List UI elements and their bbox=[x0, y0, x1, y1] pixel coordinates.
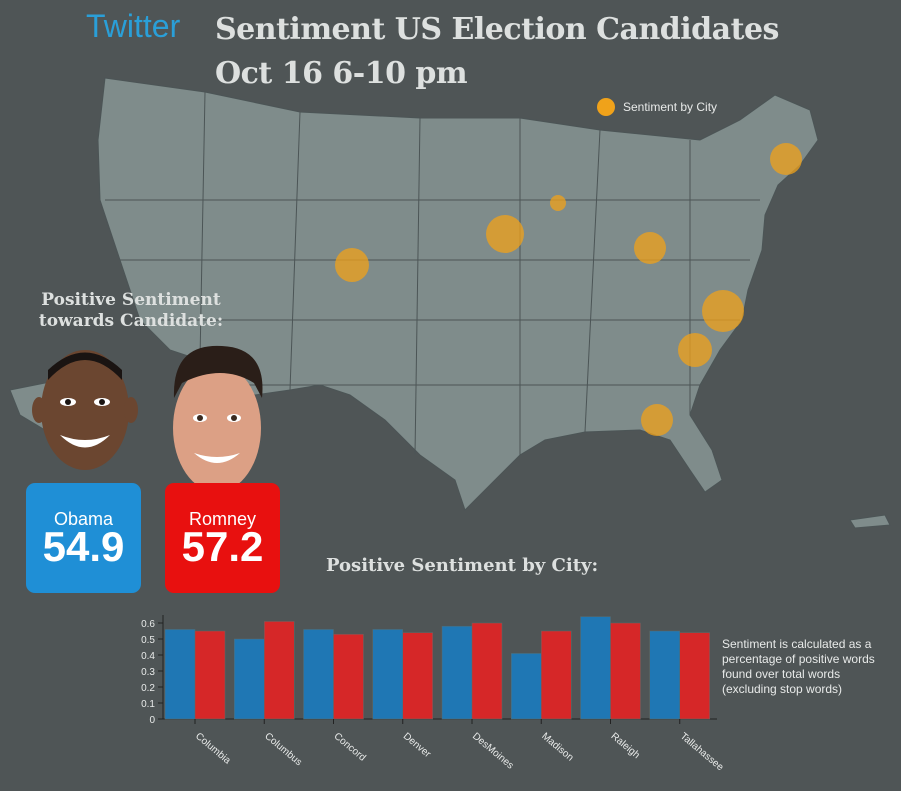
city-sentiment-chart: 0 0.1 0.2 0.3 0.4 0.5 0.6 Columbia Columbus Conco… bbox=[141, 615, 726, 774]
obama-score-card: Obama 54.9 bbox=[26, 483, 141, 593]
x-tick-label: DesMoines bbox=[470, 731, 515, 772]
obama-score: 54.9 bbox=[42, 523, 125, 570]
bar-obama-madison bbox=[511, 653, 542, 720]
florida-keys-shape bbox=[849, 514, 891, 529]
bar-obama-columbus bbox=[234, 638, 265, 720]
x-tick-label: Columbia bbox=[193, 731, 233, 767]
bar-romney-raleigh bbox=[610, 622, 641, 720]
bar-romney-concord bbox=[333, 633, 364, 720]
candidate-sentiment-heading: Positive Sentiment towards Candidate: bbox=[38, 290, 224, 331]
y-tick-label: 0.4 bbox=[141, 651, 155, 662]
bar-obama-denver bbox=[372, 629, 403, 720]
bar-romney-columbia bbox=[194, 630, 226, 720]
y-tick-label: 0.6 bbox=[141, 619, 155, 630]
bubble-columbia bbox=[678, 333, 712, 367]
legend-swatch bbox=[597, 98, 615, 116]
bubble-madison bbox=[550, 195, 566, 211]
bubble-tallahassee bbox=[641, 404, 673, 436]
bar-obama-columbia bbox=[164, 629, 196, 720]
y-tick-label: 0.3 bbox=[141, 667, 155, 678]
x-tick-label: Denver bbox=[401, 731, 433, 761]
bar-romney-denver bbox=[402, 632, 433, 720]
legend-label: Sentiment by City bbox=[623, 100, 718, 114]
bubble-denver bbox=[335, 248, 369, 282]
bar-obama-raleigh bbox=[580, 616, 611, 720]
y-tick-label: 0.1 bbox=[141, 699, 155, 710]
bubble-columbus bbox=[634, 232, 666, 264]
y-tick-label: 0.2 bbox=[141, 683, 155, 694]
romney-portrait bbox=[173, 345, 263, 492]
romney-score: 57.2 bbox=[181, 523, 264, 570]
y-tick-label: 0.5 bbox=[141, 635, 155, 646]
method-note: Sentiment is calculated as a percentage … bbox=[722, 637, 875, 696]
x-tick-label: Raleigh bbox=[609, 731, 642, 761]
city-chart-heading: Positive Sentiment by City: bbox=[326, 555, 599, 576]
bar-romney-tallahassee bbox=[679, 632, 710, 720]
page-title: Sentiment US Election Candidates bbox=[215, 12, 779, 47]
twitter-brand: Twitter bbox=[86, 8, 181, 44]
y-tick-label: 0 bbox=[149, 715, 155, 726]
bar-obama-desmoines bbox=[441, 625, 473, 720]
x-tick-label: Concord bbox=[332, 731, 368, 764]
bar-romney-madison bbox=[541, 630, 572, 720]
bubble-raleigh bbox=[702, 290, 744, 332]
romney-score-card: Romney 57.2 bbox=[165, 483, 280, 593]
obama-name: Obama bbox=[53, 509, 114, 529]
page-subtitle: Oct 16 6-10 pm bbox=[215, 56, 468, 91]
x-tick-label: Madison bbox=[539, 731, 575, 764]
bubble-desmoines bbox=[486, 215, 524, 253]
x-tick-label: Tallahassee bbox=[678, 731, 726, 774]
bar-romney-desmoines bbox=[471, 622, 503, 720]
bar-obama-concord bbox=[303, 629, 334, 720]
romney-name: Romney bbox=[188, 509, 257, 529]
bar-romney-columbus bbox=[264, 621, 295, 720]
obama-portrait bbox=[32, 350, 138, 470]
bubble-concord bbox=[770, 143, 802, 175]
x-tick-label: Columbus bbox=[262, 731, 304, 768]
bar-obama-tallahassee bbox=[649, 630, 680, 720]
